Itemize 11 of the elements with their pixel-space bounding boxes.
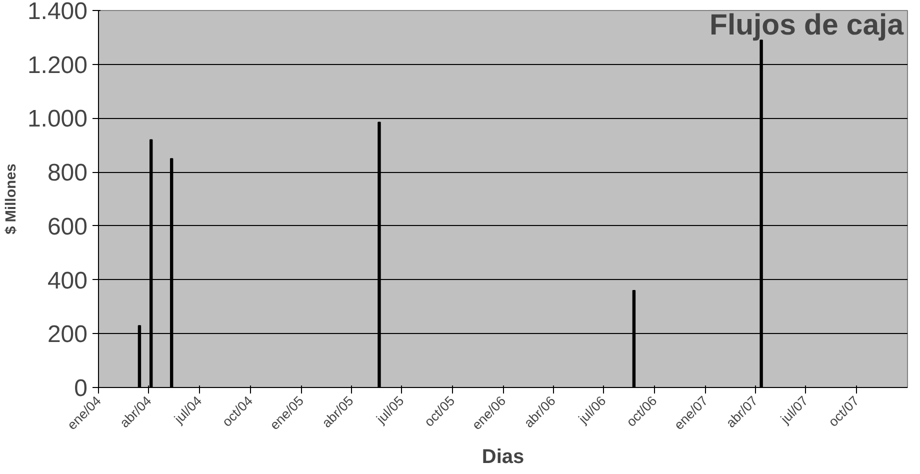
x-axis-title: Dias [482, 446, 524, 468]
y-tick-label: 1.200 [27, 52, 88, 79]
y-tick-label: 200 [47, 321, 88, 348]
chart-title: Flujos de caja [710, 8, 904, 42]
y-tick-label: 800 [47, 160, 88, 187]
y-axis-title: $ Millones [3, 164, 20, 234]
y-tick-label: 400 [47, 267, 88, 294]
y-tick-label: 600 [47, 213, 88, 240]
y-tick-label: 1.400 [27, 0, 88, 25]
y-tick-label: 1.000 [27, 106, 88, 133]
y-tick-label: 0 [74, 375, 88, 402]
